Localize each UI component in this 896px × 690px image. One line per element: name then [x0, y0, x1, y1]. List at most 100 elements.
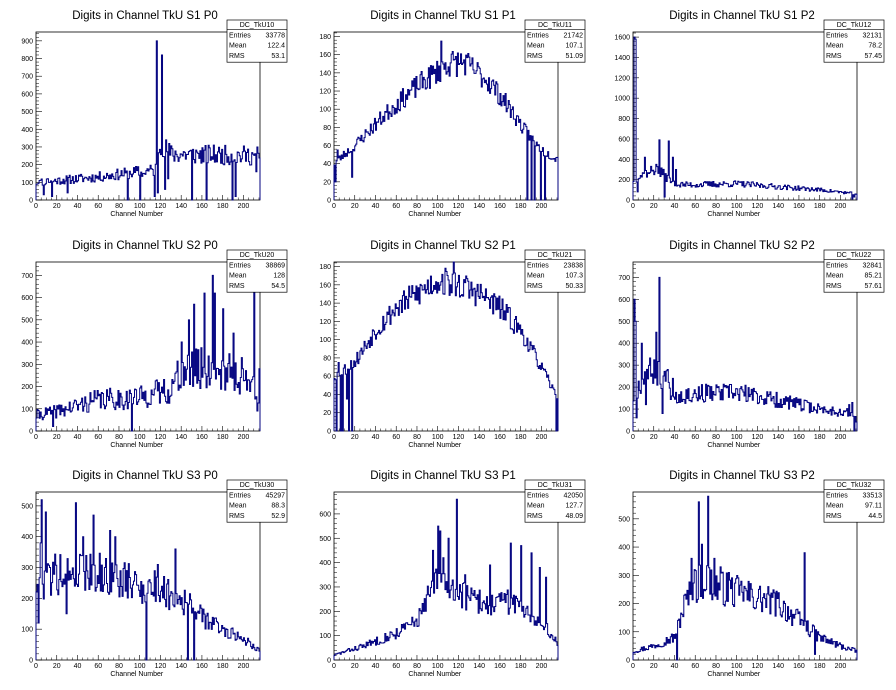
- histogram-line: [333, 40, 559, 201]
- x-tick-label: 100: [432, 434, 444, 441]
- stats-box: DC_TkU22 Entries 32841 Mean 85.21 RMS 57.61: [823, 249, 885, 293]
- y-tick-label: 100: [618, 407, 630, 414]
- x-tick-label: 0: [332, 663, 336, 670]
- x-tick-label: 120: [155, 663, 167, 670]
- stats-label-rms: RMS: [229, 53, 245, 60]
- y-tick-label: 160: [319, 282, 331, 289]
- x-tick-label: 0: [332, 203, 336, 210]
- stats-value-rms: 53.1: [271, 53, 285, 60]
- histogram-line: [35, 40, 261, 201]
- y-tick-label: 600: [618, 297, 630, 304]
- chart-title: Digits in Channel TkU S2 P0: [72, 240, 218, 252]
- x-axis-label: Channel Number: [707, 671, 761, 678]
- stats-value-rms: 51.09: [565, 53, 583, 60]
- stats-label-mean: Mean: [229, 273, 247, 280]
- stats-label-mean: Mean: [229, 43, 247, 50]
- x-tick-label: 20: [53, 203, 61, 210]
- y-tick-label: 500: [618, 516, 630, 523]
- x-tick-label: 60: [691, 203, 699, 210]
- y-tick-label: 100: [319, 337, 331, 344]
- x-tick-label: 20: [650, 434, 658, 441]
- x-tick-label: 40: [372, 663, 380, 670]
- histogram-line: [632, 36, 858, 200]
- stats-name: DC_TkU31: [538, 482, 573, 489]
- plot-frame: [35, 31, 261, 201]
- stats-value-mean: 128: [273, 273, 285, 280]
- y-tick-label: 0: [626, 198, 630, 205]
- stats-name: DC_TkU12: [837, 22, 872, 29]
- x-tick-label: 80: [413, 434, 421, 441]
- y-tick-label: 200: [319, 609, 331, 616]
- stats-value-mean: 97.11: [865, 503, 882, 510]
- stats-label-mean: Mean: [229, 503, 247, 510]
- y-tick-label: 0: [626, 658, 630, 665]
- x-tick-label: 20: [650, 203, 658, 210]
- y-tick-label: 40: [323, 392, 331, 399]
- x-tick-label: 120: [752, 663, 764, 670]
- x-tick-label: 40: [671, 203, 679, 210]
- x-tick-label: 40: [74, 203, 82, 210]
- plot-frame: [333, 491, 559, 661]
- x-tick-label: 200: [835, 434, 847, 441]
- stats-label-mean: Mean: [527, 503, 545, 510]
- y-tick-label: 700: [21, 74, 33, 81]
- y-tick-label: 0: [29, 429, 33, 436]
- stats-value-entries: 32841: [863, 262, 883, 269]
- stats-box: DC_TkU30 Entries 45297 Mean 88.3 RMS 52.9: [226, 479, 288, 523]
- histogram-panel-3: Digits in Channel TkU S1 P2 0 20 40 60 80 100 1…: [614, 10, 885, 218]
- stats-label-rms: RMS: [826, 513, 842, 520]
- x-tick-label: 20: [351, 663, 359, 670]
- stats-box-frame: [226, 479, 288, 523]
- stats-value-entries: 45297: [266, 492, 286, 499]
- histogram-panel-7: Digits in Channel TkU S3 P0 0 20 40 60 80 100 1…: [21, 470, 288, 678]
- stats-box-frame: [226, 249, 288, 293]
- stats-name: DC_TkU20: [240, 252, 275, 259]
- x-tick-label: 100: [134, 434, 146, 441]
- x-tick-label: 200: [835, 203, 847, 210]
- histogram-line: [333, 498, 559, 660]
- y-tick-label: 0: [626, 429, 630, 436]
- stats-value-entries: 21742: [564, 32, 584, 39]
- stats-value-entries: 33778: [266, 32, 286, 39]
- x-tick-label: 60: [94, 203, 102, 210]
- stats-box-frame: [226, 19, 288, 63]
- y-tick-label: 500: [618, 319, 630, 326]
- stats-label-rms: RMS: [826, 283, 842, 290]
- stats-box: DC_TkU11 Entries 21742 Mean 107.1 RMS 51.09: [524, 19, 586, 63]
- x-tick-label: 100: [432, 203, 444, 210]
- stats-label-rms: RMS: [527, 513, 543, 520]
- x-tick-label: 80: [413, 663, 421, 670]
- stats-value-rms: 57.61: [864, 283, 882, 290]
- plot-frame: [632, 261, 858, 432]
- x-tick-label: 200: [536, 434, 548, 441]
- y-tick-label: 300: [618, 573, 630, 580]
- stats-box-frame: [524, 479, 586, 523]
- x-tick-label: 0: [631, 434, 635, 441]
- stats-name: DC_TkU22: [837, 252, 872, 259]
- y-tick-label: 200: [21, 596, 33, 603]
- histogram-line: [632, 495, 858, 661]
- x-tick-label: 0: [631, 663, 635, 670]
- x-axis-label: Channel Number: [707, 211, 761, 218]
- x-tick-label: 0: [34, 203, 38, 210]
- x-tick-label: 80: [712, 434, 720, 441]
- x-tick-label: 180: [515, 434, 527, 441]
- x-tick-label: 120: [155, 203, 167, 210]
- x-tick-label: 100: [731, 663, 743, 670]
- y-tick-label: 0: [29, 658, 33, 665]
- y-tick-label: 400: [21, 127, 33, 134]
- x-tick-label: 160: [196, 663, 208, 670]
- x-tick-label: 140: [175, 663, 187, 670]
- x-tick-label: 140: [473, 203, 485, 210]
- stats-value-mean: 78.2: [868, 43, 882, 50]
- x-axis-label: Channel Number: [408, 442, 462, 449]
- histogram-panel-6: Digits in Channel TkU S2 P2 0 20 40 60 80 100 1…: [618, 240, 885, 449]
- chart-title: Digits in Channel TkU S1 P0: [72, 10, 218, 22]
- y-tick-label: 60: [323, 143, 331, 150]
- plot-frame: [632, 31, 858, 201]
- chart-title: Digits in Channel TkU S2 P1: [370, 240, 516, 252]
- chart-title: Digits in Channel TkU S1 P2: [669, 10, 815, 22]
- y-tick-label: 600: [618, 136, 630, 143]
- y-tick-label: 0: [327, 658, 331, 665]
- chart-title: Digits in Channel TkU S1 P1: [370, 10, 516, 22]
